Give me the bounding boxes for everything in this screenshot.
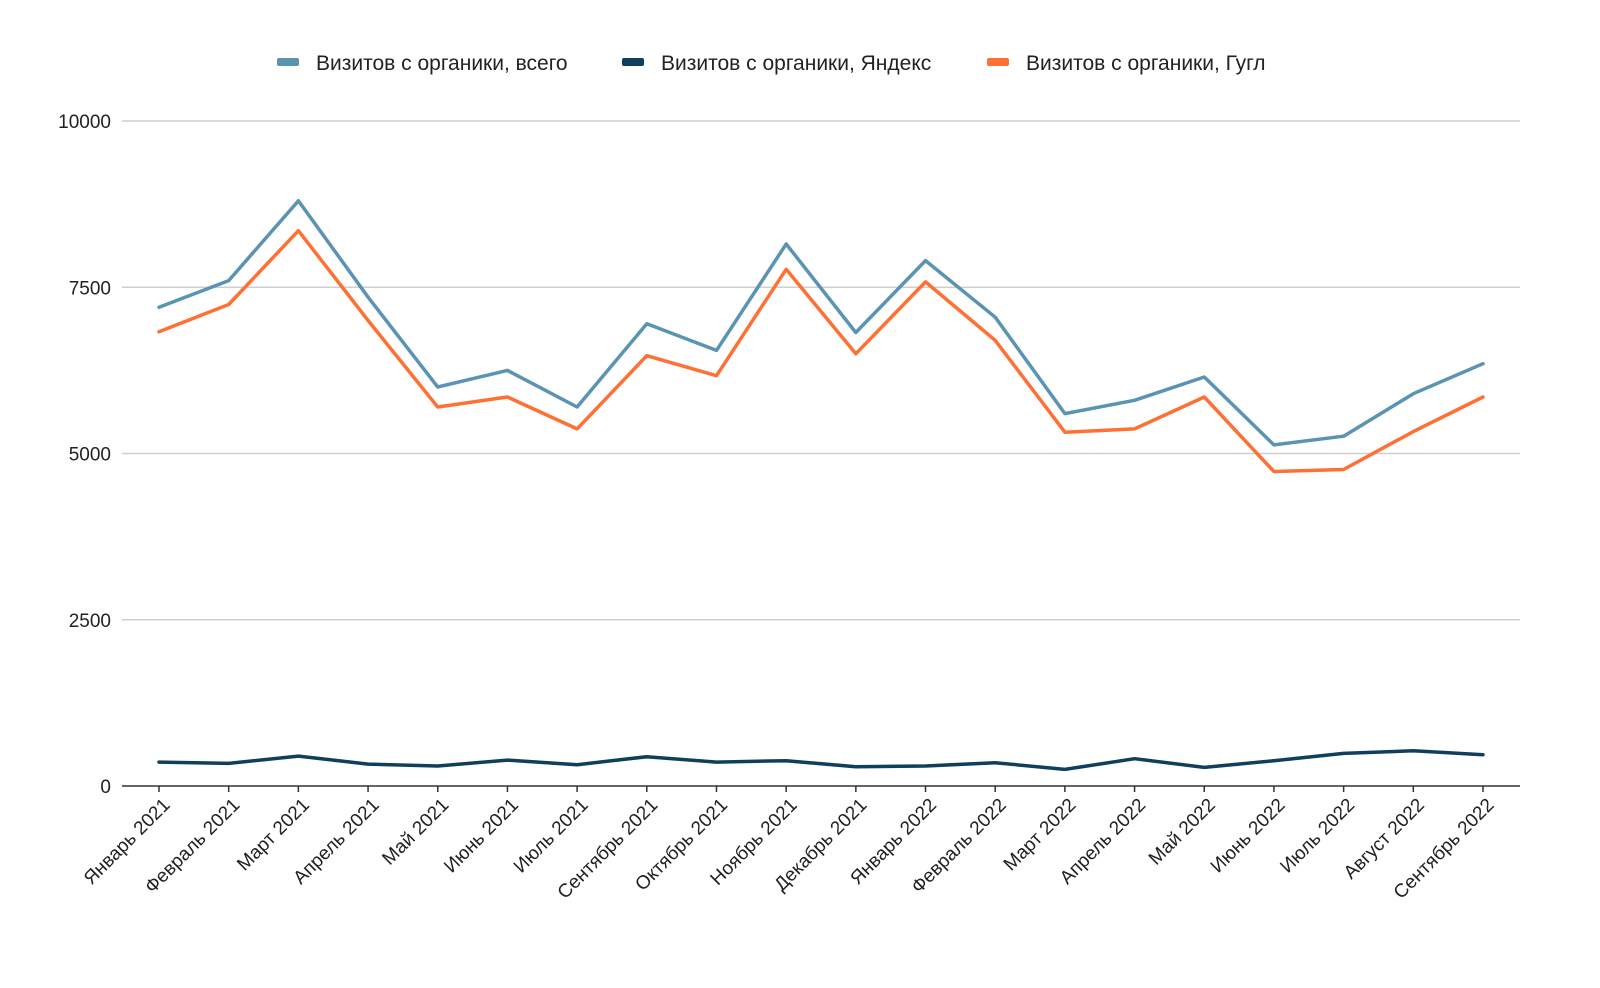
legend: Визитов с органики, всего Визитов с орган… — [277, 52, 1266, 75]
y-tick-label: 7500 — [69, 278, 111, 299]
y-tick-label: 2500 — [69, 611, 111, 632]
series-line-1 — [157, 199, 1485, 447]
y-tick-label: 5000 — [69, 445, 111, 466]
x-tick-label: Май 2022 — [1145, 795, 1220, 870]
legend-label: Визитов с органики, Яндекс — [661, 52, 931, 75]
grid-lines — [122, 120, 1520, 787]
series-lines — [157, 199, 1485, 772]
x-tick-label: Июнь 2022 — [1207, 795, 1290, 878]
x-tick-label: Май 2021 — [378, 795, 453, 870]
y-axis-ticks: 0 2500 5000 7500 10000 — [58, 112, 111, 798]
legend-swatch — [622, 58, 644, 66]
y-tick-label: 0 — [100, 777, 111, 798]
x-tick-label: Июнь 2021 — [440, 795, 523, 878]
series-line-3 — [157, 228, 1485, 474]
legend-label: Визитов с органики, всего — [316, 52, 568, 75]
legend-swatch — [277, 58, 299, 66]
legend-label: Визитов с органики, Гугл — [1026, 52, 1266, 75]
series-line-2 — [157, 749, 1485, 772]
legend-swatch — [987, 58, 1009, 66]
y-tick-label: 10000 — [58, 112, 111, 133]
